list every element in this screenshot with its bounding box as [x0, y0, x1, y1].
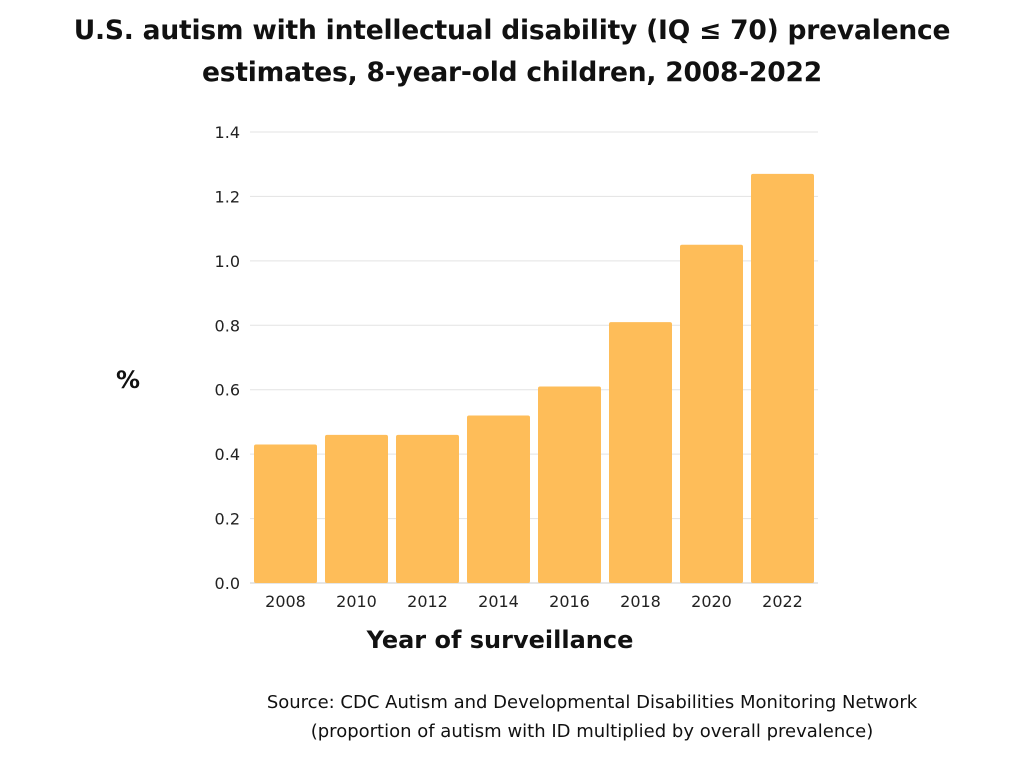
bar-2018: [609, 322, 672, 583]
x-tick-label: 2010: [336, 592, 377, 611]
bar-2008: [254, 444, 317, 583]
x-tick-label: 2012: [407, 592, 448, 611]
y-tick-label: 1.4: [215, 123, 240, 142]
chart-title-line-2: estimates, 8-year-old children, 2008-202…: [201, 57, 823, 88]
bar-2012: [396, 434, 459, 583]
x-tick-label: 2020: [691, 592, 732, 611]
y-tick-label: 0.2: [215, 510, 240, 529]
y-tick-label: 0.6: [215, 381, 240, 400]
y-tick-label: 0.8: [215, 316, 240, 335]
x-tick-label: 2018: [620, 592, 661, 611]
bar-2020: [680, 244, 743, 583]
source-line-2: (proportion of autism with ID multiplied…: [310, 721, 874, 742]
y-tick-label: 1.0: [215, 252, 240, 271]
chart-title-line-1: U.S. autism with intellectual disability…: [73, 15, 951, 46]
x-tick-label: 2016: [549, 592, 590, 611]
bar-2014: [467, 415, 530, 583]
bar-2016: [538, 386, 601, 583]
bar-2022: [751, 173, 814, 583]
y-tick-label: 0.4: [215, 445, 240, 464]
x-tick-label: 2008: [265, 592, 306, 611]
chart-title: U.S. autism with intellectual disability…: [62, 10, 962, 94]
x-axis-ticks: 2008 2010 2012 2014 2016 2018 2020 2022: [265, 592, 803, 611]
source-note: Source: CDC Autism and Developmental Dis…: [232, 688, 952, 746]
source-line-1: Source: CDC Autism and Developmental Dis…: [266, 692, 918, 713]
x-tick-label: 2014: [478, 592, 519, 611]
x-axis-label: Year of surveillance: [366, 626, 634, 654]
y-tick-label: 1.2: [215, 187, 240, 206]
y-tick-label: 0.0: [215, 574, 240, 593]
bar-2010: [325, 434, 388, 583]
bars: [254, 173, 814, 583]
y-axis-label: %: [115, 366, 141, 394]
y-axis-ticks: 0.0 0.2 0.4 0.6 0.8 1.0 1.2 1.4: [215, 123, 240, 593]
x-tick-label: 2022: [762, 592, 803, 611]
